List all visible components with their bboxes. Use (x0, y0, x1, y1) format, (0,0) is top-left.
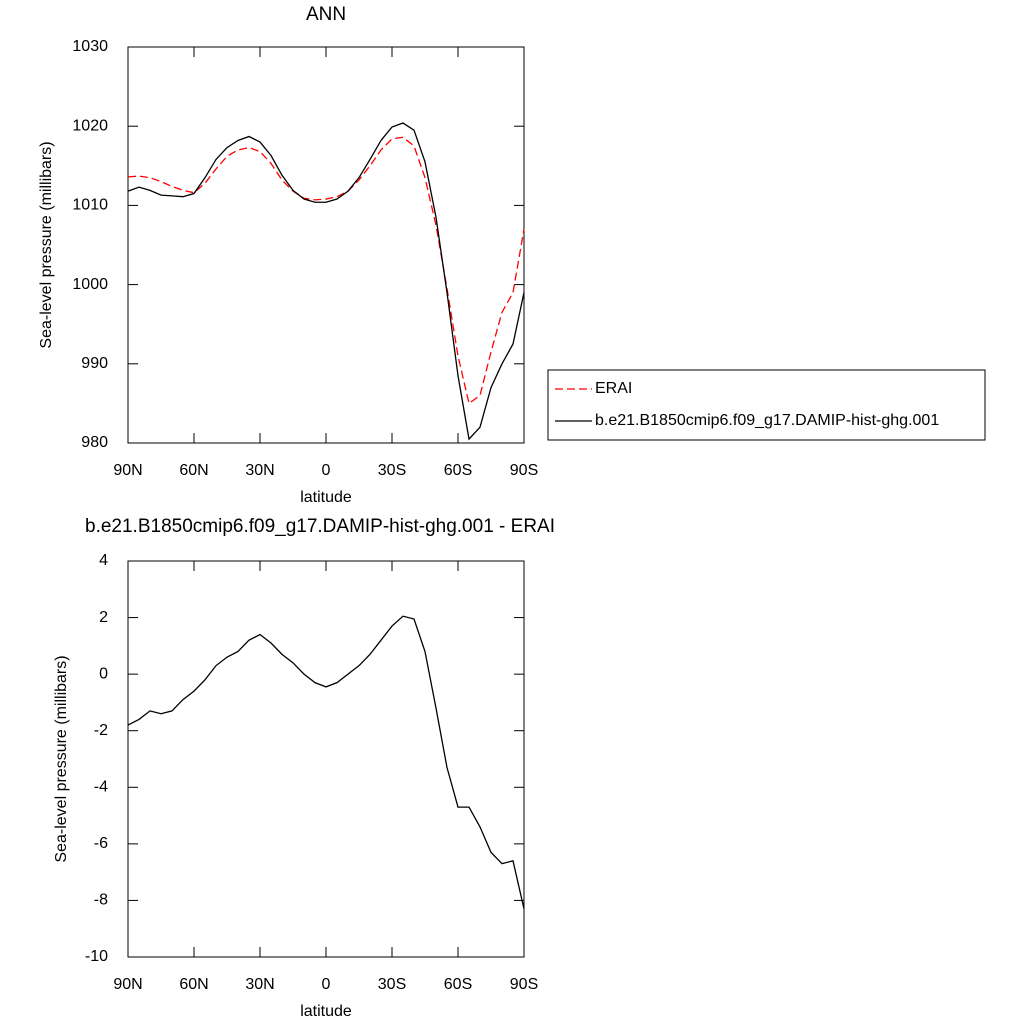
x-tick-label: 90N (113, 976, 142, 993)
x-axis-label: latitude (300, 1003, 352, 1020)
x-tick-label: 30N (245, 976, 274, 993)
x-tick-label: 90N (113, 462, 142, 479)
y-tick-label: -2 (94, 722, 108, 739)
data-line (127, 136, 525, 405)
y-tick-label: 990 (81, 355, 108, 372)
y-tick-label: 980 (81, 434, 108, 451)
x-tick-label: 0 (322, 976, 331, 993)
y-tick-label: 1000 (72, 276, 108, 293)
chart-title: b.e21.B1850cmip6.f09_g17.DAMIP-hist-ghg.… (85, 516, 555, 537)
y-tick-label: -6 (94, 835, 108, 852)
y-tick-label: 2 (99, 609, 108, 626)
data-line (127, 122, 525, 441)
plot-frame (127, 560, 525, 958)
x-tick-label: 90S (510, 976, 538, 993)
y-tick-label: 0 (99, 665, 108, 682)
y-tick-label: 4 (99, 552, 108, 569)
y-axis-label: Sea-level pressure (millibars) (53, 655, 70, 862)
x-tick-label: 30S (378, 976, 406, 993)
x-tick-label: 60N (179, 976, 208, 993)
legend-box (547, 369, 986, 441)
y-tick-label: -10 (85, 948, 108, 965)
x-axis-label: latitude (300, 489, 352, 506)
y-tick-label: -8 (94, 892, 108, 909)
y-tick-label: 1020 (72, 117, 108, 134)
legend-label: ERAI (595, 380, 632, 397)
x-tick-label: 0 (322, 462, 331, 479)
chart-title: ANN (306, 4, 346, 25)
x-tick-label: 30S (378, 462, 406, 479)
legend-label: b.e21.B1850cmip6.f09_g17.DAMIP-hist-ghg.… (595, 412, 939, 429)
x-tick-label: 90S (510, 462, 538, 479)
x-tick-label: 60N (179, 462, 208, 479)
y-tick-label: 1010 (72, 197, 108, 214)
y-axis-label: Sea-level pressure (millibars) (38, 141, 55, 348)
y-tick-label: 1030 (72, 38, 108, 55)
x-tick-label: 60S (444, 462, 472, 479)
data-line (127, 615, 525, 910)
x-tick-label: 60S (444, 976, 472, 993)
x-tick-label: 30N (245, 462, 274, 479)
y-tick-label: -4 (94, 779, 108, 796)
